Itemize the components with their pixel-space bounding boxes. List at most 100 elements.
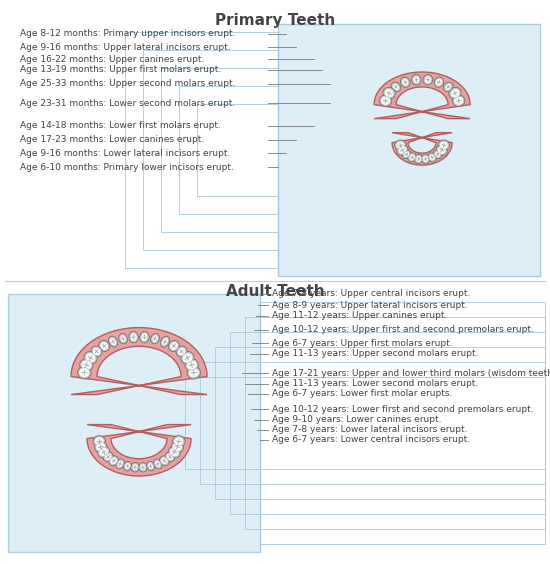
Ellipse shape [411,74,421,85]
Bar [179,86,278,214]
Ellipse shape [174,437,184,446]
Ellipse shape [395,140,406,151]
Ellipse shape [453,95,465,107]
Ellipse shape [93,435,106,447]
Text: Age 8-12 months: Primary upper incisors erupt.: Age 8-12 months: Primary upper incisors … [20,29,235,38]
Ellipse shape [96,442,106,451]
Polygon shape [71,328,207,395]
Ellipse shape [100,342,108,350]
Ellipse shape [152,335,158,342]
Ellipse shape [169,447,179,457]
Ellipse shape [409,154,415,161]
Ellipse shape [123,461,131,471]
Ellipse shape [148,462,153,470]
Ellipse shape [402,78,409,86]
Ellipse shape [116,459,124,469]
Ellipse shape [161,457,168,465]
Ellipse shape [81,360,92,370]
Ellipse shape [185,359,199,371]
Bar [143,50,278,250]
Text: Age 9-16 months: Lower lateral incisors erupt.: Age 9-16 months: Lower lateral incisors … [20,148,230,157]
Text: Age 8-9 years: Upper lateral incisors erupt.: Age 8-9 years: Upper lateral incisors er… [272,301,468,310]
Ellipse shape [153,459,162,469]
Ellipse shape [414,154,423,164]
Text: Age 11-12 years: Upper canines erupt.: Age 11-12 years: Upper canines erupt. [272,311,447,320]
Ellipse shape [449,87,461,99]
Ellipse shape [104,453,112,461]
Bar [161,68,278,232]
Ellipse shape [433,150,442,158]
Ellipse shape [109,456,119,466]
Text: Age 10-12 years: Lower first and second premolars erupt.: Age 10-12 years: Lower first and second … [272,404,534,413]
Ellipse shape [392,83,399,90]
Ellipse shape [78,367,91,379]
Ellipse shape [429,154,435,161]
Ellipse shape [129,332,139,343]
Ellipse shape [413,76,420,84]
Ellipse shape [408,153,416,162]
Ellipse shape [181,351,194,364]
Ellipse shape [160,456,169,466]
Text: Age 13-19 months: Upper first molars erupt.: Age 13-19 months: Upper first molars eru… [20,65,221,74]
Ellipse shape [94,437,104,446]
Ellipse shape [110,457,117,465]
Ellipse shape [438,140,449,151]
Ellipse shape [168,341,179,351]
Ellipse shape [85,352,96,363]
Text: Age 10-12 years: Upper first and second premolars erupt.: Age 10-12 years: Upper first and second … [272,325,534,334]
Text: Age 11-13 years: Upper second molars erupt.: Age 11-13 years: Upper second molars eru… [272,350,478,359]
Text: Age 14-18 months: Lower first molars erupt.: Age 14-18 months: Lower first molars eru… [20,121,221,130]
Ellipse shape [416,156,422,162]
Ellipse shape [186,360,197,370]
Ellipse shape [188,368,199,378]
Ellipse shape [176,346,187,357]
Ellipse shape [95,441,107,453]
Text: Age 23-31 months: Lower second molars erupt.: Age 23-31 months: Lower second molars er… [20,99,235,108]
Bar [215,347,545,499]
Ellipse shape [80,359,93,371]
Ellipse shape [403,151,410,157]
Ellipse shape [165,452,175,462]
Ellipse shape [108,336,118,347]
Ellipse shape [423,74,433,85]
Ellipse shape [439,141,448,149]
Text: Age 7-8 years: Lower lateral incisors erupt.: Age 7-8 years: Lower lateral incisors er… [272,425,468,434]
Text: Age 6-7 years: Upper first molars erupt.: Age 6-7 years: Upper first molars erupt. [272,338,453,347]
Ellipse shape [130,333,137,342]
Ellipse shape [398,146,407,154]
Ellipse shape [434,151,441,157]
Ellipse shape [84,351,97,364]
Polygon shape [392,133,452,165]
Text: Age 17-21 years: Upper and lower third molars (wisdom teeth) erupt.: Age 17-21 years: Upper and lower third m… [272,368,550,377]
FancyBboxPatch shape [8,294,260,552]
Ellipse shape [141,333,148,342]
Ellipse shape [422,156,428,162]
Bar [125,32,278,268]
Polygon shape [374,72,470,118]
Ellipse shape [443,82,453,91]
Text: Adult Teeth: Adult Teeth [226,284,324,299]
Ellipse shape [168,446,180,458]
Bar [245,317,545,529]
Ellipse shape [151,333,160,344]
Polygon shape [87,425,191,476]
Ellipse shape [182,352,193,363]
Ellipse shape [177,347,186,356]
Ellipse shape [119,333,128,344]
Ellipse shape [120,335,126,342]
Bar [200,362,545,484]
Bar [230,332,545,514]
Ellipse shape [171,441,184,453]
Text: Age 25-33 months: Upper second molars erupt.: Age 25-33 months: Upper second molars er… [20,80,235,89]
Ellipse shape [428,153,437,162]
Ellipse shape [147,461,155,471]
Bar [185,377,545,469]
Ellipse shape [445,83,452,90]
Ellipse shape [187,367,201,379]
Ellipse shape [450,89,460,98]
Text: Age 6-7 years: Lower central incisors erupt.: Age 6-7 years: Lower central incisors er… [272,435,470,444]
Ellipse shape [379,95,392,107]
Bar [197,104,278,196]
Text: Age 9-10 years: Lower canines erupt.: Age 9-10 years: Lower canines erupt. [272,416,442,425]
Ellipse shape [425,76,431,84]
